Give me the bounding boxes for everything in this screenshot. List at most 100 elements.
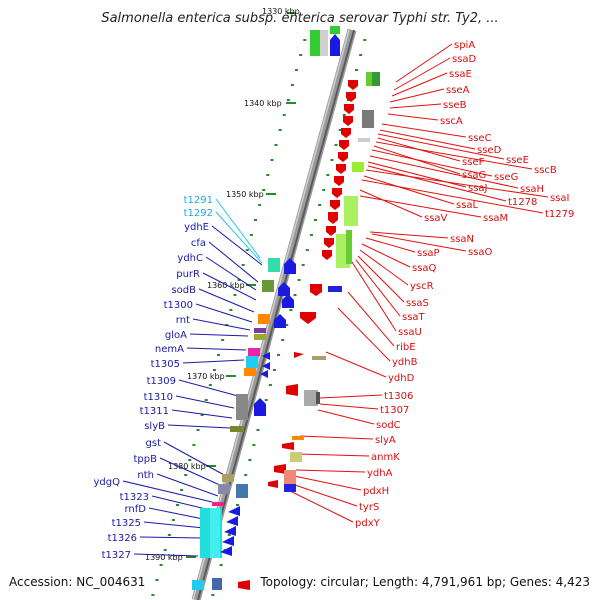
gene-block-lightgreen3 [344, 196, 358, 226]
leader-line-left [215, 211, 263, 264]
leader-line-left [139, 536, 203, 539]
leader-line-right [365, 169, 549, 198]
gene-block-cyan3 [210, 508, 220, 558]
gene-label-right[interactable]: sseE [506, 155, 529, 166]
gene-label-right[interactable]: sscA [440, 116, 463, 127]
left-gene-labels: t1291 t1292 ydhE cfa ydhC purR sodB t130… [94, 195, 213, 561]
gene-label-right[interactable]: sseB [443, 100, 467, 111]
gene-label-right[interactable]: ssaO [468, 247, 493, 258]
gene-label-left[interactable]: ydgQ [94, 477, 121, 488]
gene-label-left[interactable]: t1327 [102, 550, 131, 561]
gene-label-left[interactable]: cfa [191, 238, 206, 249]
gene-label-right[interactable]: ssaM [483, 213, 508, 224]
leader-line-right [299, 435, 374, 440]
gene-label-right[interactable]: ydhA [367, 468, 393, 479]
gene-label-left[interactable]: nth [137, 470, 154, 481]
gene-label-right[interactable]: spiA [454, 40, 475, 51]
gene-label-right[interactable]: ssaU [398, 327, 422, 338]
gene-arrow-blue2 [284, 258, 296, 274]
gene-label-right[interactable]: sodC [376, 420, 401, 431]
gene-label-left[interactable]: t1300 [164, 300, 193, 311]
gene-label-left[interactable]: t1311 [140, 406, 169, 417]
gene-block-tan [312, 356, 326, 360]
leader-line-left [198, 288, 255, 313]
gene-label-right[interactable]: ssaV [424, 213, 448, 224]
gene-label-right[interactable]: ssaL [456, 200, 479, 211]
leader-line-left [215, 198, 261, 259]
gene-label-right[interactable]: ssaI [550, 193, 570, 204]
leader-line-left [205, 256, 257, 291]
gene-arrow-blue6 [254, 398, 266, 416]
gene-label-right[interactable]: sseG [494, 172, 518, 183]
gene-label-left[interactable]: t1323 [120, 492, 149, 503]
gene-label-left[interactable]: t1326 [108, 533, 137, 544]
gene-label-left[interactable]: t1310 [144, 392, 173, 403]
gene-label-left[interactable]: ydhE [184, 222, 209, 233]
gene-label-left[interactable]: rnt [176, 315, 190, 326]
leader-line-left [163, 441, 227, 477]
leader-line-right [319, 394, 383, 399]
gene-label-left[interactable]: t1292 [184, 208, 213, 219]
gene-label-right[interactable]: sseA [446, 85, 470, 96]
gene-arrow-blue5 [274, 314, 286, 328]
gene-label-right[interactable]: yscR [410, 281, 434, 292]
gene-label-right[interactable]: sseF [462, 157, 485, 168]
leader-line-right [389, 103, 442, 109]
gene-label-right[interactable]: pdxY [355, 518, 381, 529]
gene-label-left[interactable]: nemA [155, 344, 184, 355]
gene-label-right[interactable]: ydhB [392, 357, 418, 368]
gene-label-right[interactable]: ssaP [417, 248, 440, 259]
gene-label-left[interactable]: t1305 [151, 359, 180, 370]
gene-label-right[interactable]: t1306 [384, 391, 413, 402]
gene-label-right[interactable]: t1278 [508, 197, 537, 208]
gene-label-right[interactable]: ribE [396, 342, 416, 353]
leader-line-left [148, 507, 209, 521]
gene-label-right[interactable]: ssaE [449, 69, 472, 80]
gene-label-right[interactable]: ssaJ [468, 183, 488, 194]
leader-line-left [171, 409, 233, 419]
gene-label-left[interactable]: tppB [134, 454, 158, 465]
gene-label-right[interactable]: t1307 [380, 405, 409, 416]
gene-label-left[interactable]: sodB [171, 285, 196, 296]
gene-label-right[interactable]: tyrS [359, 502, 379, 513]
gene-block-green [310, 30, 322, 56]
gene-label-right[interactable]: t1279 [545, 209, 574, 220]
gene-block-lightgreen2 [352, 162, 364, 172]
gene-label-right[interactable]: ydhD [388, 373, 415, 384]
gene-label-left[interactable]: rnfD [125, 504, 147, 515]
gene-label-left[interactable]: t1325 [112, 518, 141, 529]
leader-line-right [375, 141, 533, 170]
gene-label-right[interactable]: sseD [477, 145, 502, 156]
gene-label-left[interactable]: slyB [144, 421, 165, 432]
leader-line-left [151, 495, 211, 511]
gene-arrows-blue-stack [260, 352, 270, 378]
gene-label-left[interactable]: t1291 [184, 195, 213, 206]
gene-block-green2 [372, 72, 380, 86]
leader-line-right [389, 88, 445, 103]
gene-label-right[interactable]: slyA [375, 435, 396, 446]
gene-label-right[interactable]: anmK [371, 452, 400, 463]
gene-arrow-red1 [310, 284, 322, 296]
gene-label-right[interactable]: ssaD [452, 54, 477, 65]
leader-line-right [365, 237, 416, 253]
gene-block-cyan4 [192, 580, 204, 590]
gene-arrow-red4 [286, 384, 298, 396]
gene-label-right[interactable]: pdxH [363, 486, 389, 497]
gene-label-left[interactable]: gloA [165, 330, 187, 341]
gene-label-right[interactable]: sseC [468, 133, 492, 144]
gene-label-right[interactable]: ssaS [406, 298, 429, 309]
gene-label-right[interactable]: ssaQ [412, 263, 437, 274]
gene-label-left[interactable]: gst [146, 438, 162, 449]
gene-arrow-red8 [238, 580, 250, 590]
left-leader-lines [122, 198, 263, 557]
gene-label-right[interactable]: ssaN [450, 234, 474, 245]
gene-label-left[interactable]: purR [176, 269, 200, 280]
gene-label-left[interactable]: t1309 [147, 376, 176, 387]
gene-label-right[interactable]: ssaH [520, 184, 544, 195]
gene-label-right[interactable]: ssaT [402, 312, 426, 323]
gene-label-right[interactable]: sscB [534, 165, 557, 176]
gene-label-left[interactable]: ydhC [177, 253, 203, 264]
gene-label-right[interactable]: ssaG [462, 170, 486, 181]
gene-block-grey2 [362, 110, 374, 128]
